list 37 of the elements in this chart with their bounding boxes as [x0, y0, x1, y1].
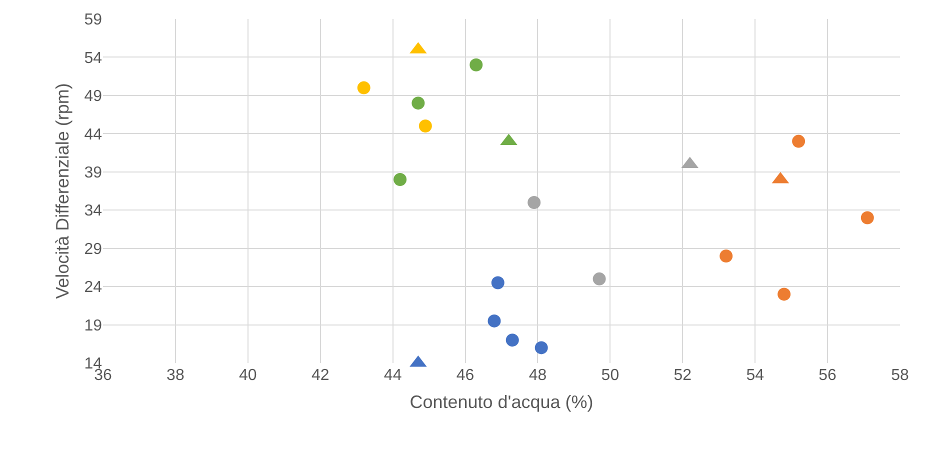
- y-tick-label: 39: [84, 164, 102, 182]
- point: [357, 81, 370, 94]
- point: [592, 272, 606, 286]
- y-tick-label: 44: [84, 126, 102, 144]
- point: [394, 173, 407, 186]
- x-tick-label: 42: [311, 367, 330, 384]
- y-tick-label: 49: [84, 88, 102, 106]
- point: [792, 134, 806, 148]
- x-tick-label: 48: [528, 367, 547, 384]
- point: [778, 288, 791, 301]
- point: [470, 58, 483, 72]
- point: [418, 120, 432, 133]
- x-tick-label: 50: [601, 367, 620, 384]
- y-tick-label: 19: [84, 317, 102, 334]
- x-tick-label: 58: [891, 367, 909, 384]
- point: [491, 276, 504, 290]
- y-axis-title: Velocità Differenziale (rpm): [52, 83, 72, 299]
- point: [412, 96, 425, 110]
- x-tick-label: 40: [239, 367, 257, 384]
- y-tick-label: 24: [84, 279, 102, 296]
- x-axis-title: Contenuto d'acqua (%): [410, 392, 594, 412]
- y-tick-label: 54: [84, 50, 102, 67]
- y-tick-label: 59: [84, 12, 102, 29]
- x-tick-label: 38: [166, 367, 184, 384]
- point: [720, 249, 733, 262]
- x-tick-label: 52: [674, 367, 692, 384]
- y-tick-label: 29: [84, 240, 102, 258]
- point: [506, 334, 519, 347]
- y-tick-label: 34: [84, 202, 102, 220]
- point: [488, 314, 501, 328]
- x-tick-label: 46: [456, 367, 474, 384]
- x-tick-label: 44: [384, 367, 402, 384]
- point: [534, 341, 548, 354]
- x-tick-label: 56: [818, 367, 837, 384]
- x-tick-label: 54: [746, 367, 764, 384]
- point: [860, 211, 874, 224]
- point: [528, 196, 541, 209]
